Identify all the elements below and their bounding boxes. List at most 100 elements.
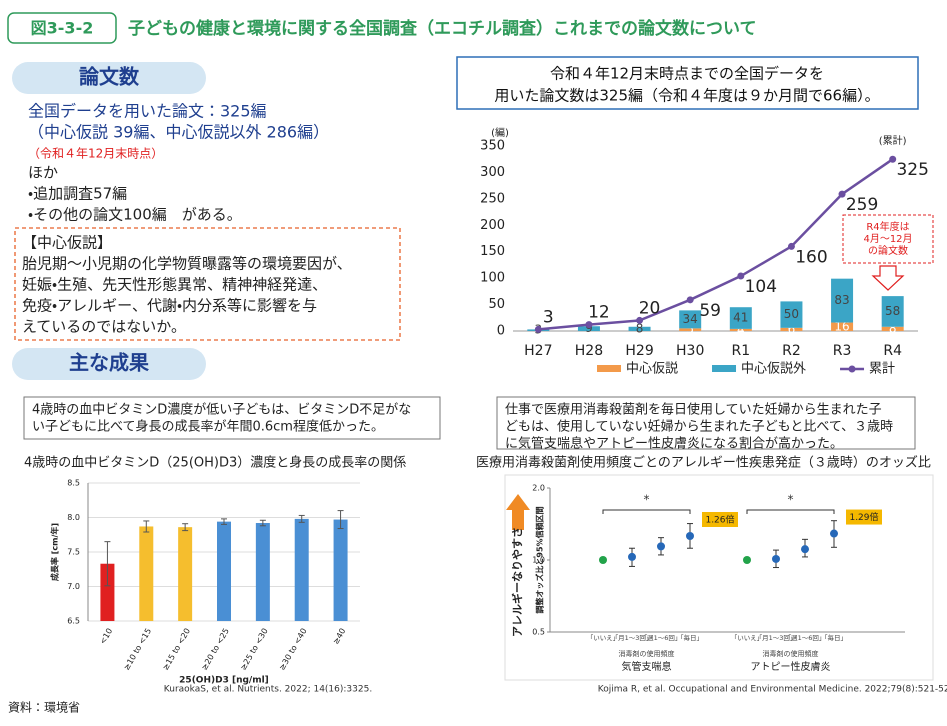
hypothesis-text: 胎児期〜小児期の化学物質曝露等の環境要因が、 xyxy=(22,255,352,273)
legend-swatch xyxy=(597,365,621,372)
bar xyxy=(577,326,600,331)
y-tick-label: 200 xyxy=(480,218,505,233)
value-label-box xyxy=(846,509,882,525)
line-marker xyxy=(636,316,644,324)
chart-panel xyxy=(504,474,934,681)
x-tick-label: ≥20 to <25 xyxy=(200,627,231,672)
side-label: アレルギーなりやすさ xyxy=(510,527,524,637)
bar xyxy=(333,519,348,621)
bar-label: 41 xyxy=(733,311,748,325)
heading-pill xyxy=(12,348,206,380)
y-tick-label: 6.5 xyxy=(67,617,80,626)
bar-label: 6 xyxy=(788,322,796,336)
header-label-box xyxy=(7,12,117,44)
callout-text: 令和４年12月末時点までの全国データを xyxy=(550,65,824,83)
hypothesis-box xyxy=(14,227,401,341)
bar-label: 16 xyxy=(834,319,849,333)
line-label: 3 xyxy=(543,307,554,327)
x-tick-label: 「いいえ」 xyxy=(587,634,620,642)
line-label: 20 xyxy=(639,298,661,318)
line-marker xyxy=(534,325,542,333)
section-heading: 論文数 xyxy=(79,65,140,89)
bar xyxy=(679,328,702,331)
x-tick-label: H29 xyxy=(625,343,653,359)
hypothesis-text: 妊娠・生殖、先天性形態異常、精神神経発達、 xyxy=(22,276,327,294)
result-text: に気管支喘息やアトピー性皮膚炎になる割合が高かった。 xyxy=(505,436,843,452)
annotation-text: 4月～12月 xyxy=(863,233,912,245)
bar xyxy=(729,328,752,331)
x-tick-label: 「いいえ」 xyxy=(731,634,764,642)
point xyxy=(686,531,694,540)
x-tick-label: <10 xyxy=(98,627,114,646)
footer-source: 資料：環境省 xyxy=(8,701,80,715)
result-box xyxy=(23,396,441,440)
y-tick-label: 7.0 xyxy=(67,582,80,591)
point xyxy=(628,552,636,561)
y-tick-label: 350 xyxy=(480,139,505,154)
bar xyxy=(831,278,854,323)
chart-title: 4歳時の血中ビタミンD（25(OH)D3）濃度と身長の成長率の関係 xyxy=(24,455,406,471)
point xyxy=(772,554,780,563)
y-tick-label: 250 xyxy=(480,191,505,206)
x-tick-label: R2 xyxy=(782,343,801,359)
y-axis-label: 調整オッズ比と95%信頼区間 xyxy=(535,506,545,613)
paper-note: （令和４年12月末時点） xyxy=(28,147,163,161)
bar xyxy=(100,563,115,621)
bar-label: 58 xyxy=(885,304,900,318)
paper-count: 全国データを用いた論文：325編 xyxy=(28,102,267,121)
legend-swatch xyxy=(712,365,737,372)
y-tick-label: 100 xyxy=(480,271,505,286)
x-tick-label: 「月1～3回」 xyxy=(756,634,797,642)
hypothesis-text: えているのではないか。 xyxy=(22,318,186,336)
y-tick-label: 7.5 xyxy=(67,548,80,557)
annotation-text: の論文数 xyxy=(868,244,908,257)
bar xyxy=(628,326,651,331)
point xyxy=(599,556,607,564)
group-label: 気管支喘息 xyxy=(622,660,672,673)
side-arrow xyxy=(506,494,530,530)
heading-pill xyxy=(12,62,206,94)
y-tick-label: 150 xyxy=(480,244,505,259)
hypothesis-text: 免疫・アレルギー、代謝・内分系等に影響を与 xyxy=(22,297,317,315)
x-tick-label: 「毎日」 xyxy=(821,633,847,642)
y-tick-label: 50 xyxy=(488,297,505,312)
value-label: 1.29倍 xyxy=(849,511,878,523)
bar xyxy=(139,526,154,621)
bar xyxy=(881,326,904,331)
point xyxy=(830,529,838,538)
y-axis-label: 成長率 [cm/年] xyxy=(50,523,60,581)
legend-swatch xyxy=(848,365,856,373)
line-label: 325 xyxy=(896,160,928,180)
header-label: 図3-3-2 xyxy=(31,19,94,38)
section-heading: 主な成果 xyxy=(69,351,149,375)
legend-label: 累計 xyxy=(869,361,895,377)
x-tick-label: R1 xyxy=(731,343,750,359)
citation: KuraokaS, et al. Nutrients. 2022; 14(16)… xyxy=(164,685,372,695)
x-tick-label: ≥40 xyxy=(331,627,347,646)
bar xyxy=(679,310,702,329)
x-tick-label: ≥30 to <40 xyxy=(277,627,308,672)
bar xyxy=(881,296,904,327)
bar-label: 50 xyxy=(784,307,799,321)
x-axis-label: 消毒剤の使用頻度 xyxy=(763,649,819,658)
result-text: い子どもに比べて身長の成長率が年間0.6cm程度低かった。 xyxy=(32,419,384,435)
bar-label: 8 xyxy=(889,321,897,335)
result-box xyxy=(496,396,916,450)
paper-count: （中心仮説 39編、中心仮説以外 286編） xyxy=(28,123,329,142)
line-label: 12 xyxy=(588,303,610,323)
point xyxy=(801,545,809,554)
paper-other: ほか xyxy=(28,164,58,182)
result-text: 4歳時の血中ビタミンD濃度が低い子どもは、ビタミンD不足がな xyxy=(32,402,411,418)
x-tick-label: R3 xyxy=(833,343,852,359)
y-tick-label: 8.5 xyxy=(67,479,80,488)
significance-bracket xyxy=(602,509,691,514)
line-marker xyxy=(787,242,795,250)
bar-label: 5 xyxy=(686,322,694,336)
x-tick-label: 「週1～6回」 xyxy=(641,633,682,642)
line-marker xyxy=(838,190,846,198)
x-axis-label: 消毒剤の使用頻度 xyxy=(619,649,675,658)
annotation-text: R4年度は xyxy=(866,220,909,233)
line-marker xyxy=(686,296,694,304)
line-marker xyxy=(737,272,745,280)
paper-other: ・その他の論文100編 がある。 xyxy=(28,206,242,224)
